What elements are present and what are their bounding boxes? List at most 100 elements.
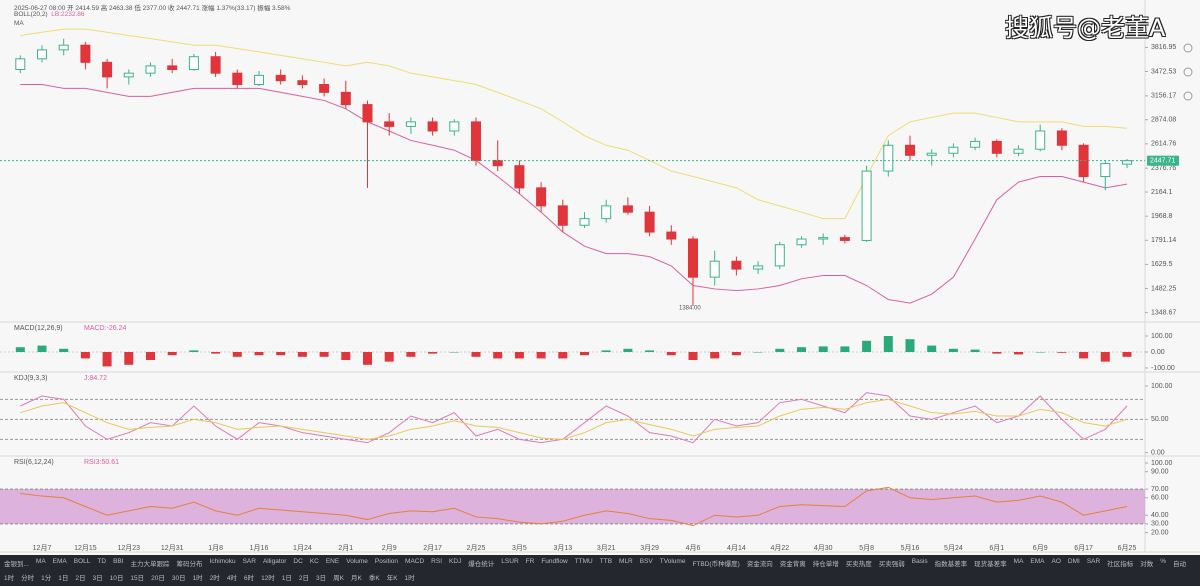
candle-body bbox=[1122, 160, 1132, 165]
toolbar-item[interactable]: Volume bbox=[346, 558, 368, 565]
toolbar-item[interactable]: EMA bbox=[1030, 558, 1045, 565]
toolbar-item[interactable]: 20日 bbox=[151, 575, 165, 582]
bar bbox=[948, 348, 958, 352]
y-tick-label: 2874.08 bbox=[1151, 117, 1176, 124]
candle-body bbox=[1035, 130, 1046, 150]
last-price-box bbox=[1147, 155, 1179, 166]
bar bbox=[818, 346, 828, 352]
toolbar-item[interactable]: DMI bbox=[1067, 558, 1080, 565]
toolbar-item[interactable]: 主力大单跟踪 bbox=[130, 561, 170, 568]
toolbar-item[interactable]: FR bbox=[525, 558, 535, 565]
toolbar-item[interactable]: TVolume bbox=[659, 558, 686, 565]
toolbar-item[interactable]: 12时 bbox=[261, 575, 275, 582]
toolbar-item[interactable]: 4时 bbox=[226, 575, 237, 582]
toolbar-item[interactable]: 30日 bbox=[171, 575, 186, 582]
bar bbox=[601, 350, 611, 352]
bar bbox=[623, 348, 633, 352]
bar bbox=[840, 346, 850, 352]
toolbar-item[interactable]: 季K bbox=[368, 575, 380, 582]
toolbar-item[interactable]: 月K bbox=[351, 575, 362, 582]
toolbar-item[interactable]: 持仓单增 bbox=[812, 561, 839, 568]
toolbar-item[interactable]: 2日 bbox=[75, 575, 86, 582]
bar bbox=[710, 352, 720, 359]
candle-body bbox=[319, 84, 330, 93]
toolbar-item[interactable]: 对数 bbox=[1140, 561, 1154, 568]
toolbar-item[interactable]: TD bbox=[97, 558, 107, 565]
sidebar-icon bbox=[1183, 91, 1193, 101]
toolbar-item[interactable]: FTBD(币种爆度) bbox=[692, 561, 740, 568]
x-tick-label: 12月15 bbox=[74, 544, 97, 552]
x-tick-label: 1月24 bbox=[293, 544, 312, 552]
bar bbox=[1122, 352, 1132, 357]
toolbar-item[interactable]: SAR bbox=[242, 558, 256, 565]
toolbar-item[interactable]: 1日 bbox=[58, 575, 69, 582]
toolbar-item[interactable]: LSUR bbox=[501, 558, 519, 565]
toolbar-item[interactable]: % bbox=[1160, 558, 1166, 565]
toolbar-item[interactable]: BSV bbox=[639, 558, 653, 565]
toolbar-item[interactable]: 爆仓统计 bbox=[468, 561, 495, 568]
toolbar-item[interactable]: 2日 bbox=[298, 575, 310, 582]
toolbar-item[interactable]: DC bbox=[293, 558, 303, 565]
toolbar-item[interactable]: 周K bbox=[333, 575, 345, 582]
toolbar-item[interactable]: SAR bbox=[1086, 558, 1101, 565]
bar bbox=[297, 352, 307, 357]
y-tick-label: 1629.5 bbox=[1151, 261, 1173, 268]
toolbar-item[interactable]: RSI bbox=[431, 558, 443, 565]
toolbar-item[interactable]: Alligator bbox=[262, 558, 287, 565]
toolbar-item[interactable]: Ichimoku bbox=[209, 558, 236, 565]
toolbar-item[interactable]: 自动 bbox=[1172, 561, 1186, 568]
toolbar-item[interactable]: 资金流向 bbox=[746, 561, 773, 568]
toolbar-item[interactable]: 筹码分布 bbox=[176, 561, 203, 568]
toolbar-item[interactable]: 买卖热度 bbox=[845, 561, 872, 568]
toolbar-item[interactable]: KC bbox=[309, 558, 319, 565]
candle-body bbox=[905, 144, 915, 156]
toolbar-item[interactable]: 1时 bbox=[404, 575, 415, 582]
toolbar-item[interactable]: Position bbox=[374, 558, 399, 565]
toolbar-item[interactable]: 1分 bbox=[41, 575, 52, 582]
toolbar-item[interactable]: 6时 bbox=[243, 575, 255, 582]
candle-body bbox=[15, 58, 26, 70]
toolbar-item[interactable]: 社区指标 bbox=[1107, 561, 1134, 568]
toolbar-item[interactable]: KDJ bbox=[449, 558, 462, 565]
toolbar-item[interactable]: BBI bbox=[113, 558, 124, 565]
toolbar-item[interactable]: 金银到... bbox=[4, 561, 29, 568]
toolbar-item[interactable]: 1日 bbox=[281, 575, 292, 582]
toolbar-item[interactable]: 1时 bbox=[192, 575, 203, 582]
toolbar-item[interactable]: TTMU bbox=[574, 558, 593, 565]
x-tick-label: 12月7 bbox=[33, 544, 52, 552]
sidebar-icon bbox=[1183, 43, 1193, 53]
candle-body bbox=[688, 238, 698, 278]
toolbar-item[interactable]: EMA bbox=[52, 558, 67, 565]
bar bbox=[102, 352, 112, 367]
candle-body bbox=[123, 72, 134, 78]
toolbar-item[interactable]: AO bbox=[1051, 558, 1061, 565]
toolbar-item[interactable]: 买卖强弱 bbox=[878, 561, 905, 568]
toolbar-item[interactable]: 10日 bbox=[109, 575, 124, 582]
toolbar-item[interactable]: MA bbox=[35, 558, 46, 565]
toolbar-item[interactable]: 1时 bbox=[4, 575, 15, 582]
candle-body bbox=[362, 104, 373, 123]
bar bbox=[254, 352, 264, 356]
toolbar-item[interactable]: 3日 bbox=[92, 575, 103, 582]
y-tick-label: 40.00 bbox=[1151, 512, 1169, 519]
chart: 3816.95 3472.53 3156.17 2874.08 2614.76 2376.… bbox=[0, 0, 1200, 553]
bar bbox=[927, 345, 937, 352]
last-price-label: 2447.71 bbox=[1150, 158, 1175, 165]
toolbar-item[interactable]: 资金背离 bbox=[779, 561, 806, 568]
toolbar-item[interactable]: TTB bbox=[599, 558, 613, 565]
toolbar-item[interactable]: MACD bbox=[405, 558, 425, 565]
toolbar-item[interactable]: MLR bbox=[619, 558, 633, 565]
x-tick-label: 3月5 bbox=[512, 544, 527, 552]
toolbar-item[interactable]: 分时 bbox=[21, 575, 35, 582]
toolbar-item[interactable]: 现货基差率 bbox=[974, 561, 1007, 568]
toolbar-item[interactable]: MA bbox=[1013, 558, 1024, 565]
toolbar-item[interactable]: Fundflow bbox=[541, 558, 568, 565]
toolbar-item[interactable]: 年K bbox=[386, 575, 398, 582]
toolbar-item[interactable]: 2时 bbox=[209, 575, 220, 582]
toolbar-item[interactable]: 指数基差率 bbox=[934, 561, 968, 568]
toolbar-item[interactable]: BOLL bbox=[73, 558, 91, 565]
toolbar-item[interactable]: ENE bbox=[325, 558, 340, 565]
toolbar-item[interactable]: Basis bbox=[911, 558, 928, 565]
toolbar-item[interactable]: 3日 bbox=[316, 575, 327, 582]
toolbar-item[interactable]: 15日 bbox=[130, 575, 145, 582]
